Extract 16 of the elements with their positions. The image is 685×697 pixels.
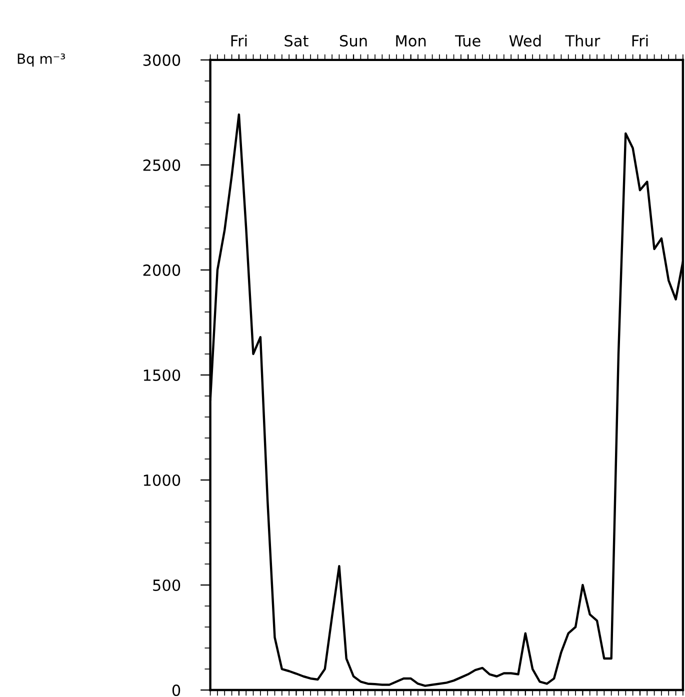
y-tick-label: 0 bbox=[172, 684, 180, 696]
x-tick-label: Fri bbox=[632, 34, 648, 46]
x-tick-label: Wed bbox=[509, 34, 541, 47]
x-tick-label: Sat bbox=[284, 35, 308, 47]
y-tick-label: 500 bbox=[153, 579, 180, 592]
text: Bq m⁻³ bbox=[18, 53, 65, 67]
x-tick-label: Thur bbox=[565, 34, 600, 47]
y-tick-label: 2500 bbox=[143, 159, 180, 171]
y-tick-label: 3000 bbox=[143, 54, 180, 66]
x-tick-label: Mon bbox=[396, 35, 426, 47]
y-tick-label: 1000 bbox=[144, 474, 180, 486]
y-tick-label: 2000 bbox=[143, 264, 180, 276]
x-tick-label: Fri bbox=[231, 34, 247, 46]
x-tick-label: Tue bbox=[455, 35, 480, 47]
y-tick-label: 1500 bbox=[144, 369, 180, 382]
x-tick-label: Sun bbox=[340, 35, 367, 47]
